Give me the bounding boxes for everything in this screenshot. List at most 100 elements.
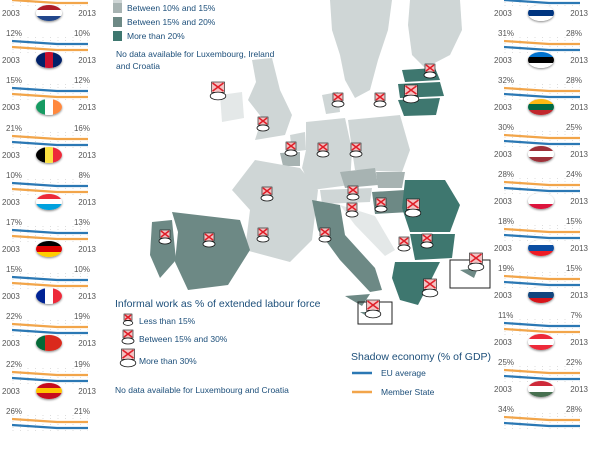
flag-icon xyxy=(36,288,62,305)
eu-average-line xyxy=(12,181,88,187)
informal-15-30: Between 15% and 30% xyxy=(139,334,228,344)
informal-work-marker-icon xyxy=(364,299,382,319)
country-finland[interactable] xyxy=(408,0,462,68)
end-value: 16% xyxy=(73,123,90,133)
year-start: 2003 xyxy=(494,9,512,18)
end-value: 28% xyxy=(565,76,582,85)
end-value: 7% xyxy=(570,311,582,320)
informal-work-marker-icon xyxy=(256,116,270,132)
end-value: 24% xyxy=(565,170,582,179)
country-greece[interactable] xyxy=(392,262,440,305)
eu-average-line xyxy=(12,40,88,46)
year-start: 2003 xyxy=(2,150,20,160)
year-start: 2003 xyxy=(2,339,20,349)
mini-line-chart xyxy=(504,84,580,102)
year-end: 2013 xyxy=(78,103,96,113)
year-start: 2003 xyxy=(2,292,20,302)
mini-line-chart xyxy=(504,131,580,149)
flag-icon xyxy=(528,146,554,162)
mini-line-chart xyxy=(504,319,580,337)
country-sweden-norway[interactable] xyxy=(330,0,392,98)
eu-average-line xyxy=(504,374,580,381)
flag-icon xyxy=(36,146,62,163)
year-end: 2013 xyxy=(570,56,588,65)
start-value: 15% xyxy=(6,76,23,86)
mini-line-chart xyxy=(12,226,88,244)
legend-between-15-20: Between 15% and 20% xyxy=(127,17,216,27)
end-value: 15% xyxy=(565,217,582,226)
country-poland[interactable] xyxy=(348,115,410,172)
member-state-line xyxy=(504,133,580,140)
eu-average-line xyxy=(504,45,580,52)
eu-average-line xyxy=(12,276,88,282)
country-austria[interactable] xyxy=(320,188,372,204)
country-ireland[interactable] xyxy=(220,92,244,122)
country-chart-panel: 28% 24% 2003 2013 xyxy=(492,170,592,216)
country-slovakia[interactable] xyxy=(376,172,405,188)
year-start: 2003 xyxy=(2,197,20,207)
line-legend-member-state: Member State xyxy=(381,387,435,397)
flag-icon xyxy=(36,52,62,69)
mini-line-chart xyxy=(12,84,88,103)
flag-icon xyxy=(528,334,554,350)
country-chart-panel: 18% 15% 2003 2013 xyxy=(492,217,592,263)
year-end: 2013 xyxy=(78,386,96,396)
flag-icon xyxy=(36,335,62,352)
informal-work-marker-icon xyxy=(209,81,227,101)
year-end: 2013 xyxy=(78,150,96,160)
eu-average-line xyxy=(504,92,580,99)
flag-icon xyxy=(36,99,62,116)
year-start: 2003 xyxy=(494,244,512,253)
year-start: 2003 xyxy=(494,197,512,206)
country-italy[interactable] xyxy=(312,200,382,292)
country-romania[interactable] xyxy=(402,180,460,232)
swatch-15-20 xyxy=(113,17,122,27)
informal-no-data: No data available for Luxembourg and Cro… xyxy=(115,385,289,395)
eu-average-line xyxy=(12,228,88,235)
mini-line-chart xyxy=(12,320,88,339)
informal-work-marker-icon xyxy=(121,329,135,345)
member-state-line xyxy=(504,180,580,187)
country-slovenia-croatia[interactable] xyxy=(340,205,395,256)
member-state-line xyxy=(504,327,580,334)
country-portugal[interactable] xyxy=(150,220,176,278)
start-value: 28% xyxy=(498,170,515,179)
year-start: 2003 xyxy=(2,9,20,18)
country-spain[interactable] xyxy=(172,212,250,290)
start-value: 18% xyxy=(498,217,515,226)
end-value: 13% xyxy=(73,218,90,227)
end-value: 28% xyxy=(565,29,582,38)
country-chart-panel: 31% 28% 2003 2013 xyxy=(492,29,592,75)
end-value: 10% xyxy=(73,29,90,39)
country-chart-panel: 30% 25% 2003 2013 xyxy=(492,123,592,169)
country-chart-panel: 2003 2013 xyxy=(0,0,100,28)
country-sicily[interactable] xyxy=(345,294,370,306)
eu-average-line xyxy=(12,376,88,382)
member-state-line xyxy=(12,234,88,241)
year-end: 2013 xyxy=(570,150,588,159)
flag-icon xyxy=(528,99,554,115)
informal-work-marker-icon xyxy=(421,278,439,298)
informal-less-15: Less than 15% xyxy=(139,316,196,326)
year-start: 2003 xyxy=(494,291,512,300)
eu-average-line xyxy=(504,186,580,193)
country-france[interactable] xyxy=(232,160,318,262)
country-chart-panel: 25% 22% 2003 2013 xyxy=(492,358,592,404)
eu-average-line xyxy=(504,233,580,240)
informal-work-marker-icon xyxy=(158,229,172,245)
mini-line-chart xyxy=(504,272,580,290)
year-end: 2013 xyxy=(78,9,96,18)
flag-icon xyxy=(36,193,62,210)
member-state-line xyxy=(504,86,580,93)
legend-between-10-15: Between 10% and 15% xyxy=(127,3,216,13)
end-value: 8% xyxy=(78,170,90,180)
shadow-legend-swatches xyxy=(113,0,122,41)
flag-icon xyxy=(528,240,554,256)
start-value: 25% xyxy=(498,358,515,367)
year-end: 2013 xyxy=(78,197,96,207)
informal-work-marker-icon xyxy=(402,84,420,104)
country-uk[interactable] xyxy=(248,58,292,140)
country-czech[interactable] xyxy=(340,168,378,188)
mini-line-chart xyxy=(12,131,88,150)
country-bulgaria[interactable] xyxy=(410,234,455,260)
